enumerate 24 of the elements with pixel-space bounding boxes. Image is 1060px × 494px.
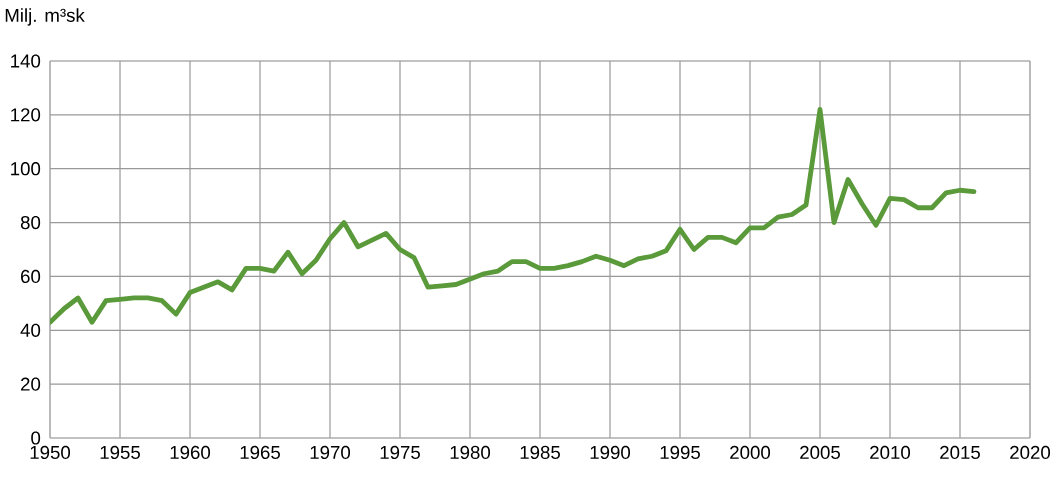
y-tick-label: 140 bbox=[11, 54, 41, 68]
x-tick-label: 1950 bbox=[30, 445, 71, 460]
x-tick-label: 1965 bbox=[240, 445, 280, 460]
y-tick-label: 80 bbox=[20, 215, 41, 230]
x-tick-label: 1960 bbox=[170, 445, 211, 460]
x-tick-label: 2020 bbox=[1010, 445, 1051, 460]
y-axis-title: Milj. m³sk bbox=[5, 8, 85, 26]
y-tick-label: 60 bbox=[21, 269, 41, 284]
x-tick-label: 1955 bbox=[100, 445, 140, 460]
x-tick-label: 1995 bbox=[660, 445, 700, 460]
y-tick-label: 20 bbox=[21, 377, 41, 391]
x-tick-label: 1975 bbox=[380, 445, 420, 460]
y-tick-label: 40 bbox=[20, 323, 41, 337]
x-tick-label: 1980 bbox=[450, 445, 491, 460]
x-tick-label: 1985 bbox=[520, 445, 560, 460]
x-tick-label: 2010 bbox=[870, 445, 911, 460]
y-tick-label: 120 bbox=[11, 108, 41, 122]
y-tick-label: 100 bbox=[11, 162, 41, 176]
y-tick-label: 0 bbox=[31, 431, 41, 445]
x-tick-label: 1970 bbox=[310, 445, 351, 460]
x-tick-label: 2005 bbox=[800, 445, 840, 460]
x-tick-label: 2000 bbox=[730, 445, 771, 460]
x-tick-label: 2015 bbox=[940, 445, 980, 460]
x-tick-label: 1990 bbox=[590, 445, 631, 460]
